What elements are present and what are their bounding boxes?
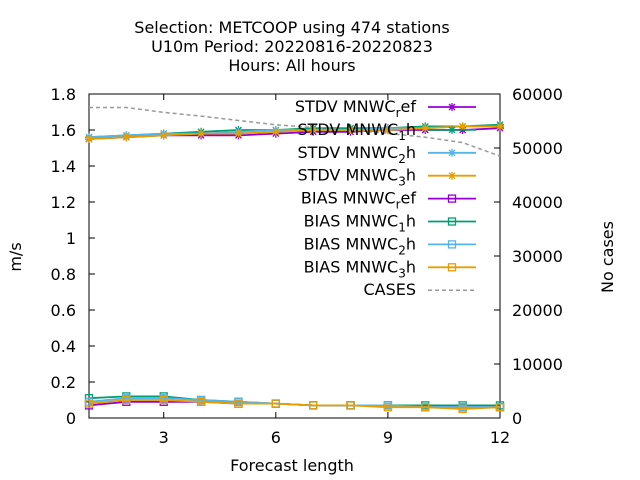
series-line [88,125,500,140]
legend-entry: BIAS MNWC3h [304,257,476,280]
data-point [495,403,505,412]
legend-label: STDV MNWC3h [297,166,416,189]
legend-label: BIAS MNWC2h [304,234,416,257]
y-tick-label: 0.6 [51,301,76,320]
y-tick-label: 0 [66,409,76,428]
y2-axis-label: No cases [598,221,617,293]
legend-entry: CASES [363,280,476,299]
data-point [458,404,467,414]
legend-label: BIAS MNWC1h [304,212,416,235]
data-point [496,122,504,131]
legend-label: STDV MNWC2h [297,143,416,166]
data-point [309,126,318,134]
y-tick-label: 1.2 [51,193,76,212]
data-point [122,395,131,405]
y2-tick-label: 50000 [512,139,563,158]
data-point [197,129,206,138]
series-line [89,106,501,157]
title-line-3: Hours: All hours [228,56,355,75]
legend-entry: BIAS MNWCref [301,189,476,212]
y-tick-label: 0.2 [51,373,76,392]
legend-entry: STDV MNWC3h [297,166,476,189]
legend-entry: STDV MNWC2h [297,143,476,166]
legend-label: STDV MNWC1h [297,120,416,143]
y2-tick-label: 40000 [512,193,563,212]
data-point [159,131,168,140]
x-tick-label: 9 [383,428,393,447]
y-tick-label: 0.8 [51,265,76,284]
data-point [271,127,280,136]
plot-border [88,93,501,419]
y-axis-label: m/s [6,242,25,271]
data-point [447,194,457,203]
data-point [85,135,93,143]
series-cases [89,106,501,157]
data-point [448,125,456,134]
data-point [448,171,456,180]
legend-entry: BIAS MNWC2h [304,234,476,257]
legend-entry: BIAS MNWC1h [304,212,476,235]
data-point [383,126,392,134]
series-stdv-mnwc-3h [85,122,504,143]
data-point [458,122,467,131]
x-tick-label: 12 [490,428,510,447]
y-tick-label: 1.6 [51,121,76,140]
y2-tick-label: 30000 [512,247,563,266]
data-point [448,103,456,111]
y-tick-label: 1.8 [51,85,76,104]
data-point [309,401,318,410]
y-tick-label: 0.4 [51,337,76,356]
data-point [346,401,355,410]
series-line [88,399,501,410]
title: Selection: METCOOP using 474 stations U1… [134,18,449,75]
data-point [421,403,430,412]
data-point [421,124,430,133]
data-point [234,399,243,408]
data-point [196,397,206,406]
plot-area [84,106,505,414]
data-point [447,217,457,226]
data-point [234,129,243,138]
y2-tick-label: 20000 [512,301,563,320]
legend-label: BIAS MNWC3h [304,257,416,280]
y2-tick-label: 0 [512,409,522,428]
data-point [383,403,393,412]
data-point [448,148,456,157]
axes: 0 0.2 0.4 0.6 0.8 1 1.2 1.4 1.6 1.8 0 10000 20000 300… [51,85,563,447]
legend-entry: STDV MNWC1h [297,120,476,143]
legend-label: CASES [363,280,416,299]
data-point [84,399,94,408]
title-line-1: Selection: METCOOP using 474 stations [134,18,449,37]
data-point [122,133,131,142]
x-tick-label: 3 [159,428,169,447]
series-bias-mnwc-3h [84,395,505,414]
y2-tick-label: 10000 [512,355,563,374]
data-point [271,399,280,408]
legend-label: BIAS MNWCref [301,189,416,212]
y2-tick-label: 60000 [512,85,563,104]
title-line-2: U10m Period: 20220816-20220823 [151,37,433,56]
legend-entry: STDV MNWCref [295,97,476,120]
x-axis-label: Forecast length [230,456,354,475]
data-point [447,240,457,249]
data-point [159,395,168,405]
legend-label: STDV MNWCref [295,97,417,120]
y-tick-label: 1 [66,229,76,248]
y-tick-label: 1.4 [51,157,76,176]
data-point [447,263,457,272]
x-tick-label: 6 [271,428,281,447]
